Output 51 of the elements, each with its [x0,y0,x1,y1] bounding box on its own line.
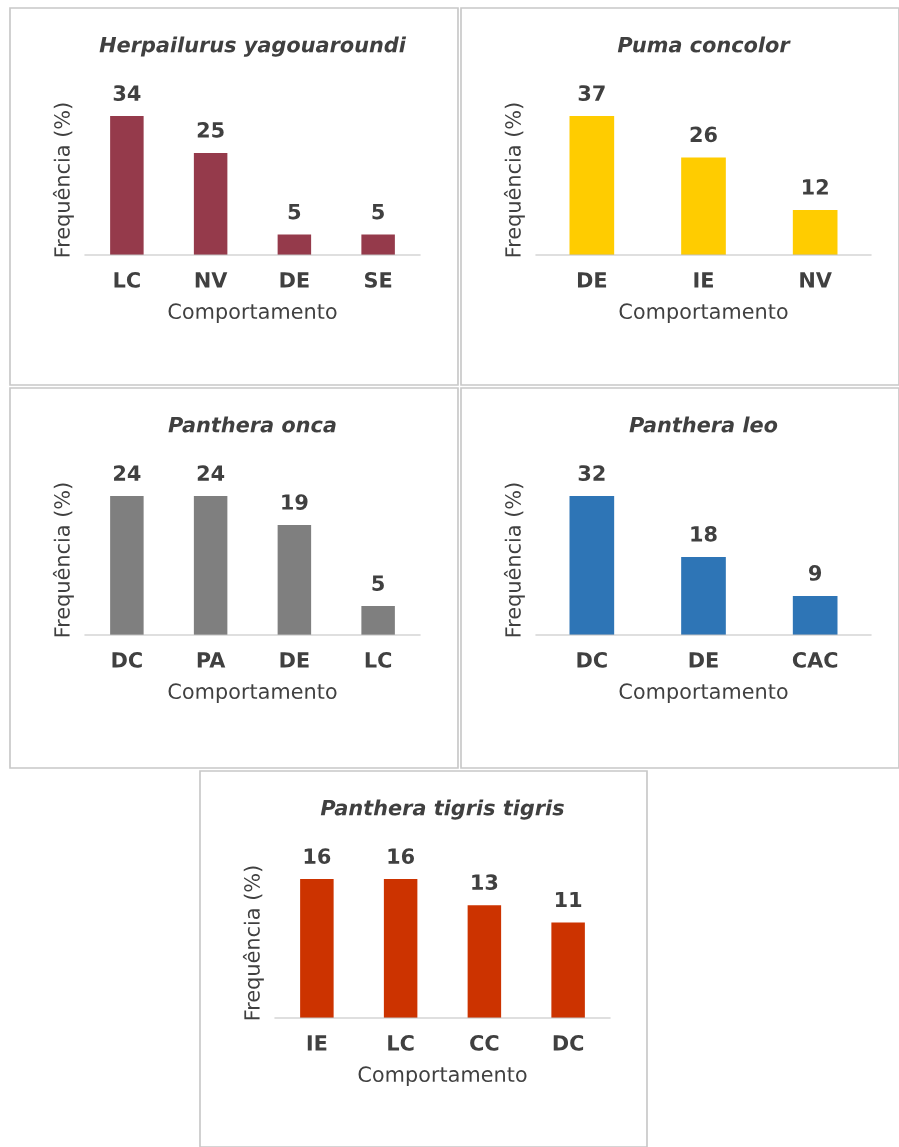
x-tick-label: LC [388,1035,414,1051]
x-tick-label: PA [197,652,226,668]
x-tick-label: LC [365,652,392,668]
x-axis-title: Comportamento [168,303,337,324]
x-tick-label: IE [307,1035,327,1051]
data-label: 24 [114,465,141,481]
x-tick-label: DC [112,652,142,668]
chart-title: Herpailurus yagouaroundi [99,36,407,57]
data-label: 16 [304,848,331,864]
x-tick-label: DE [280,272,309,288]
x-tick-label: NV [195,272,228,288]
data-label: 5 [288,203,301,220]
data-label: 37 [578,85,605,101]
data-label: 34 [113,85,141,101]
data-label: 5 [372,203,384,220]
y-axis-title: Frequência (%) [503,103,525,257]
x-tick-label: LC [114,272,140,288]
x-tick-label: DC [577,652,607,668]
x-tick-label: SE [365,272,392,288]
x-tick-label: CAC [792,652,838,668]
x-tick-label: DE [689,652,718,668]
x-tick-label: DC [553,1035,584,1051]
y-axis-title: Frequência (%) [52,103,74,257]
data-label: 18 [691,525,717,542]
data-label: 9 [809,565,822,581]
data-label: 11 [555,891,582,908]
y-axis-title: Frequência (%) [242,866,264,1020]
data-label: 24 [197,465,225,481]
x-tick-label: DE [577,272,607,288]
x-axis-title: Comportamento [168,683,337,704]
data-label: 26 [690,126,717,143]
y-axis-title: Frequência (%) [503,483,525,637]
data-label: 19 [282,494,308,510]
y-axis-title: Frequência (%) [52,483,74,637]
x-tick-label: IE [694,272,713,288]
x-tick-label: CC [470,1035,499,1051]
x-axis-title: Comportamento [358,1066,527,1087]
chart-title: Puma concolor [617,36,791,53]
data-label: 32 [578,465,605,481]
chart-title: Panthera onca [168,416,336,433]
data-label: 25 [197,121,224,138]
x-axis-title: Comportamento [619,303,788,324]
data-label: 16 [388,848,414,864]
chart-title: Panthera leo [629,416,778,433]
data-label: 5 [372,575,384,591]
data-label: 13 [472,874,498,891]
x-tick-label: NV [800,272,832,288]
data-label: 12 [803,179,828,195]
x-tick-label: DE [280,652,309,668]
chart-title: Panthera tigris tigris [320,799,564,820]
x-axis-title: Comportamento [619,683,788,704]
